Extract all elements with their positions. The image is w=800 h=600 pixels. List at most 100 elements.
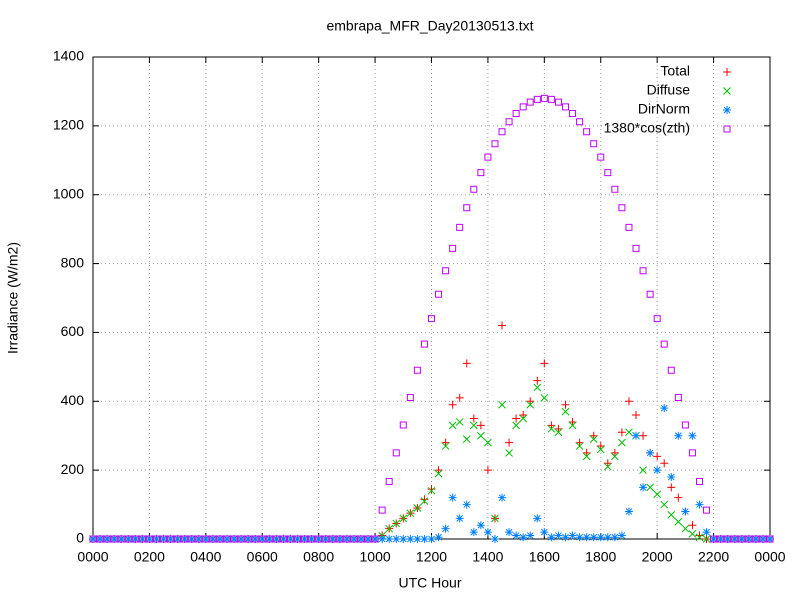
y-tick-label: 600 (61, 323, 85, 339)
point (603, 459, 612, 468)
point (364, 535, 373, 543)
point (152, 535, 160, 543)
point (681, 421, 689, 429)
point (308, 535, 316, 543)
x-tick-label: 0000 (754, 549, 785, 565)
point (667, 511, 676, 519)
point (209, 535, 217, 543)
point (717, 535, 725, 543)
point (547, 533, 556, 542)
point (477, 431, 485, 440)
legend-label: Total (660, 63, 690, 79)
point (561, 400, 570, 409)
point (519, 414, 528, 423)
point (710, 535, 718, 543)
point (547, 424, 556, 433)
legend-label: DirNorm (638, 101, 690, 117)
point (378, 506, 386, 514)
point (674, 393, 682, 401)
point (653, 466, 662, 475)
point (596, 442, 605, 451)
point (547, 421, 556, 430)
point (89, 535, 97, 543)
point (315, 535, 323, 543)
point (583, 128, 591, 136)
point (660, 500, 669, 509)
y-tick-label: 0 (76, 530, 84, 546)
point (159, 535, 168, 543)
point (428, 315, 435, 323)
point (476, 521, 485, 530)
point (145, 535, 154, 543)
point (244, 535, 253, 543)
point (427, 535, 436, 543)
point (448, 493, 457, 502)
point (617, 531, 626, 540)
point (441, 438, 450, 447)
point (498, 128, 506, 136)
point (449, 244, 457, 252)
point (653, 490, 662, 499)
point (392, 535, 401, 543)
point (766, 535, 774, 543)
point (738, 535, 746, 543)
point (625, 428, 633, 437)
point (89, 535, 97, 543)
point (526, 531, 535, 540)
point (223, 535, 231, 543)
point (484, 438, 492, 447)
point (230, 535, 238, 543)
point (533, 95, 541, 103)
point (195, 535, 203, 543)
point (646, 448, 655, 457)
point (427, 485, 436, 494)
point (335, 535, 344, 543)
point (145, 535, 153, 543)
point (300, 535, 309, 543)
point (540, 94, 548, 102)
point (575, 438, 584, 447)
point (610, 533, 619, 542)
point (660, 340, 668, 348)
point (413, 504, 422, 512)
point (597, 153, 605, 161)
point (167, 535, 175, 543)
point (462, 359, 471, 368)
point (477, 169, 485, 177)
point (202, 535, 210, 543)
point (498, 321, 507, 330)
point (533, 376, 542, 385)
point (695, 500, 704, 509)
point (251, 535, 259, 543)
point (448, 421, 457, 430)
point (561, 533, 570, 542)
point (505, 528, 514, 537)
point (533, 514, 542, 523)
point (653, 315, 661, 323)
point (512, 109, 520, 117)
x-tick-label: 2000 (642, 549, 673, 565)
point (117, 535, 126, 543)
point (435, 290, 443, 298)
point (258, 535, 266, 543)
point (441, 524, 450, 533)
point (688, 521, 697, 530)
point (385, 524, 394, 533)
x-tick-label: 0200 (134, 549, 165, 565)
point (399, 514, 408, 523)
point (279, 535, 288, 543)
point (413, 535, 422, 543)
point (596, 533, 605, 542)
point (420, 497, 429, 505)
x-tick-label: 0000 (77, 549, 108, 565)
point (399, 421, 407, 429)
point (181, 535, 189, 543)
point (554, 428, 563, 437)
point (427, 486, 436, 495)
point (251, 535, 260, 543)
point (420, 340, 428, 348)
point (519, 533, 528, 542)
point (512, 421, 520, 430)
point (568, 421, 577, 430)
point (660, 459, 669, 468)
